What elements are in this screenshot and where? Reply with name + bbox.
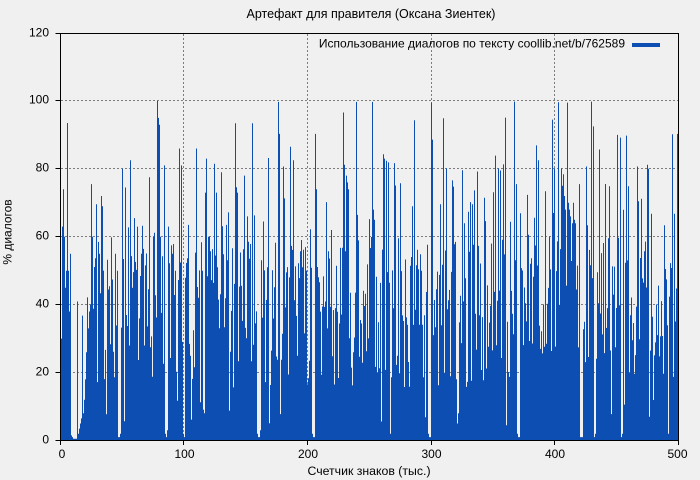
svg-text:Артефакт для правителя (Оксана: Артефакт для правителя (Оксана Зиентек) (247, 7, 496, 21)
svg-text:100: 100 (174, 447, 194, 461)
svg-text:60: 60 (36, 228, 50, 242)
svg-text:400: 400 (545, 447, 565, 461)
svg-text:Счетчик знаков (тыс.): Счетчик знаков (тыс.) (307, 464, 430, 478)
svg-text:Использование диалогов по текс: Использование диалогов по тексту coollib… (319, 37, 625, 51)
svg-text:200: 200 (298, 447, 318, 461)
svg-text:300: 300 (421, 447, 441, 461)
svg-text:20: 20 (36, 364, 50, 378)
svg-text:0: 0 (59, 447, 66, 461)
svg-text:120: 120 (29, 25, 49, 39)
svg-text:40: 40 (36, 296, 50, 310)
svg-text:% диалогов: % диалогов (1, 199, 15, 264)
svg-text:100: 100 (29, 92, 49, 106)
svg-text:0: 0 (42, 432, 49, 446)
svg-text:500: 500 (667, 447, 687, 461)
svg-text:80: 80 (36, 160, 50, 174)
